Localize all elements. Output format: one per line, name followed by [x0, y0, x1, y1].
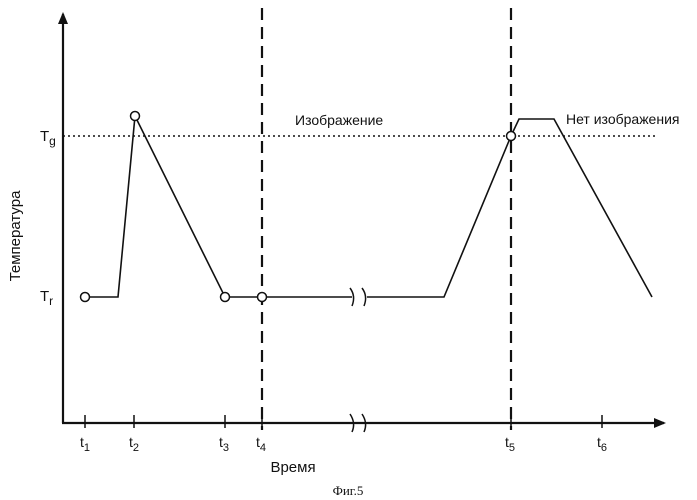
y-level-tr-label: Tr: [40, 288, 53, 308]
y-level-tg-label: Tg: [40, 128, 56, 148]
x-tick-marks: [85, 415, 602, 428]
region-label-no-image: Нет изображения: [566, 111, 679, 127]
point-t5-circle: [507, 132, 516, 141]
x-tick-label-t4: t4: [256, 434, 266, 454]
x-tick-label-t1: t1: [80, 434, 90, 454]
curve-break-mark: [350, 288, 366, 306]
point-t2-peak-circle: [131, 112, 140, 121]
figure-caption: Фиг.5: [333, 483, 364, 498]
point-t4-circle: [258, 293, 267, 302]
temperature-curve-segment-1: [85, 116, 352, 297]
x-tick-label-t5: t5: [505, 434, 515, 454]
point-t3-circle: [221, 293, 230, 302]
point-t1-circle: [81, 293, 90, 302]
region-label-image: Изображение: [295, 112, 383, 128]
y-axis-title: Температура: [7, 190, 24, 282]
x-tick-label-t2: t2: [129, 434, 139, 454]
temperature-curve-segment-2: [367, 119, 652, 297]
x-axis-title: Время: [270, 459, 315, 476]
x-tick-label-t6: t6: [597, 434, 607, 454]
x-tick-label-t3: t3: [219, 434, 229, 454]
